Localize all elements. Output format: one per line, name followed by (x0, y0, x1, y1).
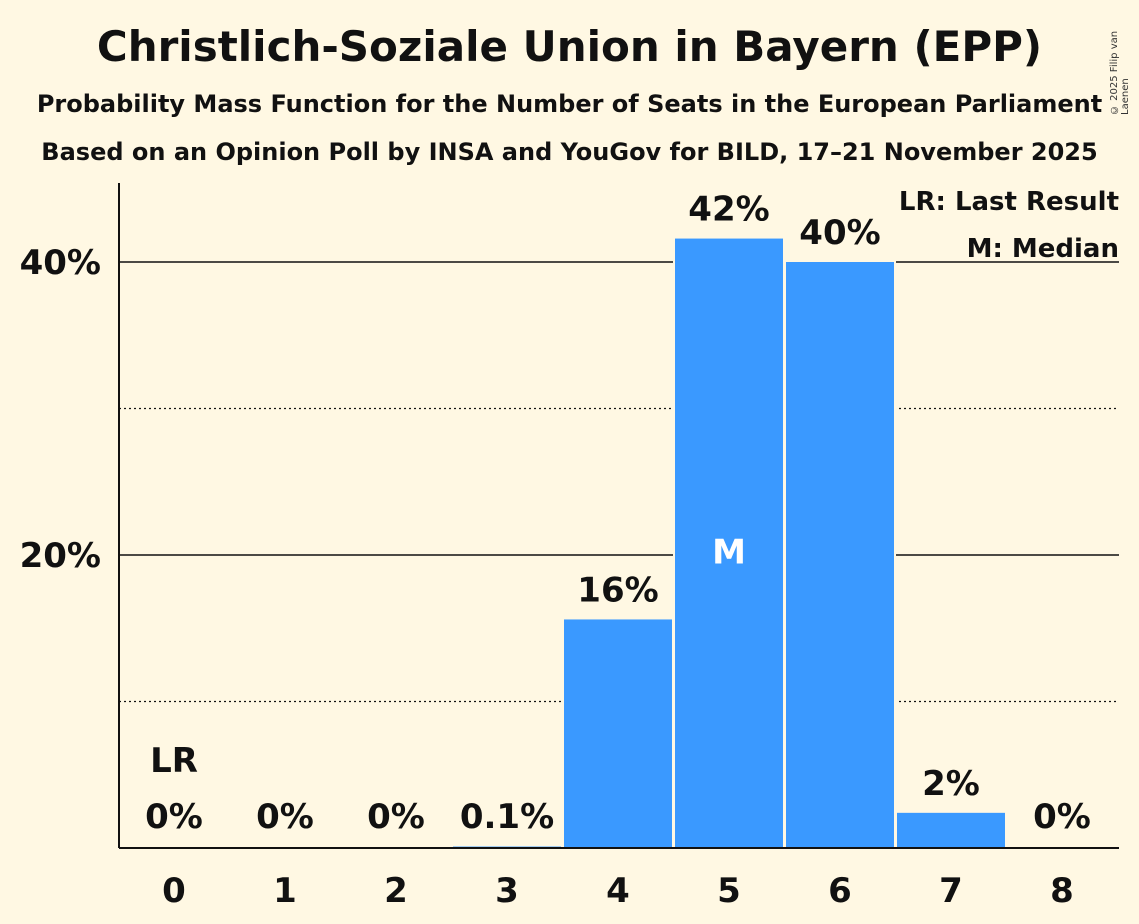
bar (675, 238, 783, 848)
data-label: 0% (1033, 797, 1091, 837)
data-label: 0.1% (460, 797, 554, 837)
x-tick-label: 1 (273, 871, 297, 911)
y-tick-label: 40% (20, 243, 101, 283)
x-tick-label: 0 (162, 871, 186, 911)
legend-last-result: LR: Last Result (899, 187, 1119, 217)
last-result-marker: LR (150, 741, 198, 781)
data-label: 2% (922, 764, 980, 804)
bar (564, 619, 672, 848)
x-tick-label: 3 (495, 871, 519, 911)
data-label: 16% (577, 570, 658, 610)
x-tick-label: 7 (939, 871, 963, 911)
data-label: 0% (145, 797, 203, 837)
y-tick-label: 20% (20, 536, 101, 576)
data-label: 42% (688, 190, 769, 230)
x-tick-label: 6 (828, 871, 852, 911)
legend-median: M: Median (967, 234, 1119, 264)
chart-source-note: Based on an Opinion Poll by INSA and You… (41, 138, 1098, 166)
bar (897, 812, 1005, 848)
chart-title: Christlich-Soziale Union in Bayern (EPP) (96, 22, 1043, 71)
data-label: 40% (799, 213, 880, 253)
data-label: 0% (367, 797, 425, 837)
median-marker: M (712, 532, 746, 572)
data-label: 0% (256, 797, 314, 837)
chart-subtitle: Probability Mass Function for the Number… (36, 90, 1103, 118)
x-tick-label: 2 (384, 871, 408, 911)
x-tick-label: 8 (1050, 871, 1074, 911)
bar (786, 262, 894, 848)
x-tick-label: 5 (717, 871, 741, 911)
x-tick-label: 4 (606, 871, 630, 911)
